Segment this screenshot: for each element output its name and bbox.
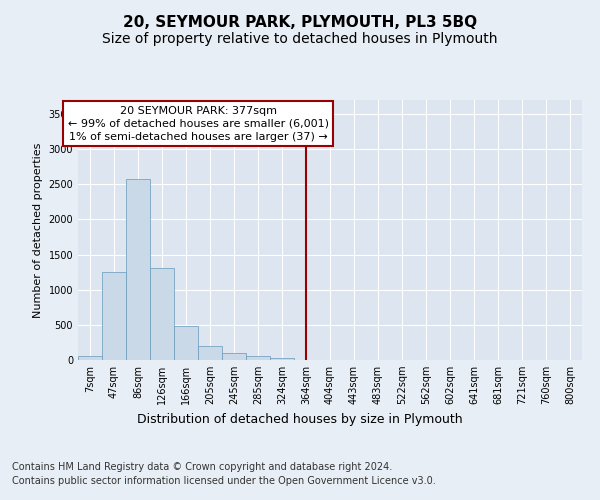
Bar [246,356,270,360]
Bar [270,358,294,360]
Text: Contains public sector information licensed under the Open Government Licence v3: Contains public sector information licen… [12,476,436,486]
Bar [102,272,126,360]
Bar [78,356,102,360]
Text: 20 SEYMOUR PARK: 377sqm
← 99% of detached houses are smaller (6,001)
1% of semi-: 20 SEYMOUR PARK: 377sqm ← 99% of detache… [67,106,329,142]
Text: 20, SEYMOUR PARK, PLYMOUTH, PL3 5BQ: 20, SEYMOUR PARK, PLYMOUTH, PL3 5BQ [123,15,477,30]
Bar [198,346,222,360]
Bar [174,326,198,360]
Text: Size of property relative to detached houses in Plymouth: Size of property relative to detached ho… [102,32,498,46]
Bar [126,180,150,360]
Text: Distribution of detached houses by size in Plymouth: Distribution of detached houses by size … [137,412,463,426]
Y-axis label: Number of detached properties: Number of detached properties [33,142,43,318]
Bar [222,353,246,360]
Bar [150,268,174,360]
Text: Contains HM Land Registry data © Crown copyright and database right 2024.: Contains HM Land Registry data © Crown c… [12,462,392,472]
